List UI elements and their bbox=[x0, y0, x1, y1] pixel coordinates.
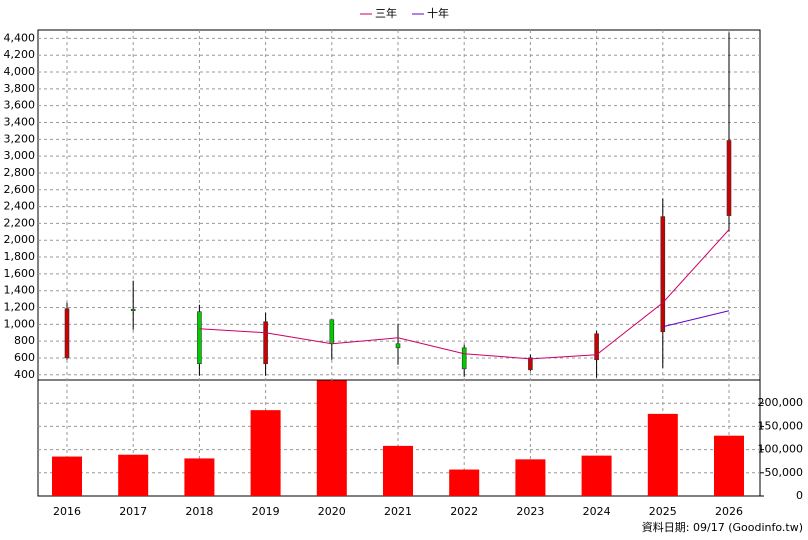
avg-line bbox=[199, 229, 730, 360]
candle-body bbox=[395, 343, 401, 349]
candle-body bbox=[660, 216, 666, 333]
y2-tick-label: 0 bbox=[796, 489, 803, 502]
volume-bar bbox=[118, 454, 149, 496]
volume-bar bbox=[52, 456, 82, 496]
y-tick-label: 3,200 bbox=[4, 132, 36, 145]
volume-bar bbox=[714, 435, 744, 496]
volume-bar bbox=[184, 458, 215, 496]
candle-body bbox=[528, 357, 533, 371]
y-tick-label: 1,200 bbox=[4, 301, 36, 314]
y-tick-label: 2,600 bbox=[4, 183, 36, 196]
candle-body bbox=[64, 308, 70, 359]
x-tick-label: 2025 bbox=[649, 505, 677, 518]
y-tick-label: 1,600 bbox=[4, 267, 36, 280]
y2-tick-label: 200,000 bbox=[758, 396, 804, 409]
candle-body bbox=[461, 347, 467, 370]
y-tick-label: 4,200 bbox=[4, 48, 36, 61]
x-tick-label: 2024 bbox=[583, 505, 611, 518]
volume-bar bbox=[647, 413, 678, 496]
x-tick-label: 2023 bbox=[516, 505, 544, 518]
y-tick-label: 1,400 bbox=[4, 284, 36, 297]
y-tick-label: 2,200 bbox=[4, 216, 36, 229]
y2-tick-label: 150,000 bbox=[758, 419, 804, 432]
legend-label: 十年 bbox=[427, 6, 449, 20]
x-tick-label: 2020 bbox=[318, 505, 346, 518]
y-tick-label: 3,600 bbox=[4, 99, 36, 112]
plot-frame bbox=[37, 29, 761, 497]
avg-line bbox=[662, 310, 730, 328]
legend-label: 三年 bbox=[375, 6, 397, 20]
y-tick-label: 4,400 bbox=[4, 31, 36, 44]
y-tick-label: 600 bbox=[14, 351, 35, 364]
y-tick-label: 2,800 bbox=[4, 166, 36, 179]
x-tick-label: 2016 bbox=[53, 505, 81, 518]
y-tick-label: 400 bbox=[14, 368, 35, 381]
x-tick-label: 2017 bbox=[119, 505, 147, 518]
x-tick-label: 2018 bbox=[185, 505, 213, 518]
candle-body bbox=[263, 321, 268, 365]
y-tick-label: 800 bbox=[14, 334, 35, 347]
y2-tick-label: 50,000 bbox=[765, 466, 804, 479]
y-tick-label: 4,000 bbox=[4, 65, 36, 78]
x-tick-label: 2026 bbox=[715, 505, 743, 518]
y-tick-label: 1,800 bbox=[4, 250, 36, 263]
y-tick-label: 3,400 bbox=[4, 116, 36, 129]
candle-body bbox=[329, 319, 335, 345]
y-tick-label: 1,000 bbox=[4, 317, 36, 330]
candle-body bbox=[197, 311, 202, 365]
x-tick-label: 2019 bbox=[252, 505, 280, 518]
volume-bar bbox=[250, 410, 281, 496]
y-tick-label: 3,000 bbox=[4, 149, 36, 162]
candle-body bbox=[130, 308, 136, 312]
volume-bar bbox=[581, 455, 612, 496]
candle-body bbox=[594, 333, 599, 361]
volume-bar bbox=[515, 459, 546, 496]
x-tick-label: 2021 bbox=[384, 505, 412, 518]
volume-bar bbox=[383, 445, 413, 496]
candle-body bbox=[726, 140, 732, 216]
volume-bar bbox=[449, 469, 480, 496]
x-tick-label: 2022 bbox=[450, 505, 478, 518]
y-tick-label: 2,400 bbox=[4, 200, 36, 213]
y2-tick-label: 100,000 bbox=[758, 443, 804, 456]
volume-bar bbox=[316, 380, 347, 496]
y-tick-label: 2,000 bbox=[4, 233, 36, 246]
y-tick-label: 3,800 bbox=[4, 82, 36, 95]
source-note: 資料日期: 09/17 (Goodinfo.tw) bbox=[642, 520, 803, 534]
